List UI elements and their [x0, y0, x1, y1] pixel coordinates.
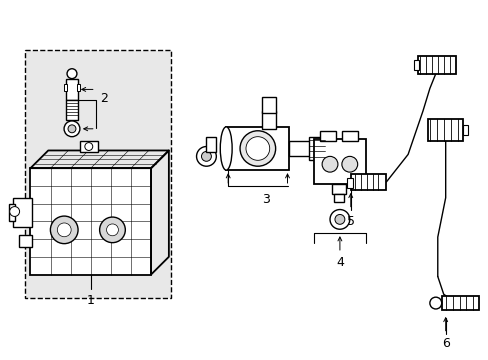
Circle shape — [50, 216, 78, 244]
Bar — [261, 97, 275, 113]
Circle shape — [329, 210, 349, 229]
Circle shape — [10, 207, 20, 216]
Bar — [206, 137, 216, 152]
Text: 4: 4 — [335, 256, 343, 269]
Circle shape — [201, 152, 211, 161]
Text: 5: 5 — [346, 215, 354, 228]
Bar — [441, 296, 478, 310]
Circle shape — [334, 215, 344, 224]
Bar — [226, 127, 289, 170]
Bar — [24, 50, 170, 298]
Bar — [314, 139, 365, 184]
Circle shape — [68, 125, 76, 133]
Bar — [30, 168, 151, 275]
Bar — [341, 131, 357, 141]
Circle shape — [67, 69, 77, 78]
Circle shape — [196, 147, 216, 166]
Bar — [333, 194, 343, 202]
Bar — [346, 178, 352, 188]
Bar — [320, 131, 335, 141]
Text: 2: 2 — [100, 92, 107, 105]
Circle shape — [64, 121, 80, 137]
Text: 6: 6 — [441, 337, 448, 350]
Bar — [19, 235, 32, 247]
Circle shape — [322, 156, 337, 172]
Bar — [427, 119, 463, 141]
Circle shape — [100, 217, 125, 243]
Circle shape — [84, 143, 93, 150]
Circle shape — [106, 224, 118, 236]
Bar — [308, 137, 325, 160]
Ellipse shape — [220, 127, 232, 170]
Bar — [350, 174, 386, 190]
Bar — [261, 111, 275, 129]
Bar — [77, 84, 80, 91]
Bar — [289, 141, 310, 156]
Circle shape — [240, 131, 275, 166]
Circle shape — [341, 156, 357, 172]
Text: 1: 1 — [87, 294, 95, 307]
Bar — [64, 84, 67, 91]
Bar — [331, 184, 345, 194]
Circle shape — [57, 223, 71, 237]
Circle shape — [429, 297, 441, 309]
Bar — [80, 141, 98, 152]
Bar — [9, 204, 15, 221]
Bar — [463, 125, 468, 135]
Bar — [413, 60, 418, 70]
Bar — [66, 100, 78, 120]
Text: 3: 3 — [261, 193, 269, 206]
Circle shape — [245, 137, 269, 160]
Bar — [66, 78, 78, 100]
Bar — [417, 56, 455, 74]
Bar — [13, 198, 32, 227]
